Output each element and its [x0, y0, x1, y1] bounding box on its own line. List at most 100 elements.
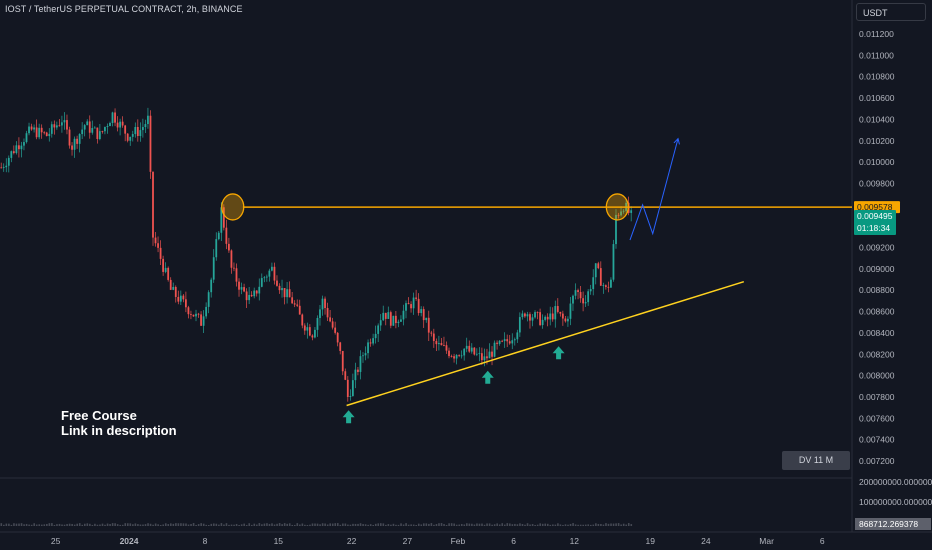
time-tick-label: Mar: [759, 536, 774, 546]
candle-body: [344, 371, 347, 380]
time-axis[interactable]: 25 2024 8 15 22 27 Feb 6 12 19 24 Mar 6: [51, 536, 825, 546]
candle-body: [240, 287, 243, 290]
candle-body: [111, 112, 114, 123]
candle-body: [278, 285, 281, 291]
candle-body: [253, 290, 256, 297]
candle-body: [276, 280, 278, 286]
volume-bar: [600, 523, 602, 526]
volume-bar: [149, 523, 152, 526]
candle-body: [152, 171, 154, 238]
volume-bar: [531, 524, 534, 526]
volume-bar: [89, 523, 91, 526]
volume-bar: [225, 523, 228, 526]
candle-body: [437, 343, 440, 345]
volume-bar: [511, 524, 514, 526]
candle-body: [483, 356, 486, 361]
candle-body: [104, 127, 106, 132]
time-tick-label: Feb: [451, 536, 466, 546]
time-tick-label: 19: [645, 536, 655, 546]
candle-body: [508, 341, 511, 344]
volume-bar: [250, 524, 253, 526]
volume-bar: [286, 523, 288, 526]
volume-bar: [207, 524, 210, 526]
price-tick-label: 0.008000: [859, 371, 895, 381]
candle-body: [478, 353, 481, 355]
candle-body: [298, 305, 301, 315]
candle-body: [324, 298, 326, 308]
candle-body: [572, 295, 574, 304]
volume-bar: [362, 524, 364, 526]
candle-body: [35, 127, 38, 138]
volume-bar: [567, 524, 569, 526]
volume-bar: [33, 523, 35, 526]
volume-last-badge: [855, 518, 931, 530]
volume-bar: [25, 523, 28, 526]
up-arrow-icon: [552, 346, 565, 360]
volume-bar: [28, 524, 30, 526]
volume-bar: [478, 523, 481, 526]
candle-body: [417, 298, 420, 314]
promo-text-line1: Free Course: [61, 408, 137, 423]
candle-body: [129, 136, 132, 141]
candle-body: [157, 243, 159, 248]
candle-body: [303, 325, 306, 331]
candle-body: [192, 314, 195, 317]
candle-body: [430, 332, 433, 334]
candle-body: [589, 289, 592, 292]
candle-body: [630, 210, 633, 213]
volume-bar: [190, 523, 192, 526]
volume-bar: [101, 523, 104, 526]
volume-bar: [116, 524, 119, 526]
candle-body: [210, 279, 213, 293]
price-axis[interactable]: 0.011200 0.011000 0.010800 0.010600 0.010400…: [854, 29, 900, 466]
candle-body: [387, 312, 390, 319]
volume-bar: [402, 524, 405, 526]
candle-body: [481, 353, 483, 361]
volume-bar: [172, 523, 175, 526]
volume-bar: [66, 524, 68, 526]
candle-body: [354, 369, 357, 381]
dv-badge: DV 11 M: [782, 451, 850, 470]
candle-body: [71, 145, 73, 150]
candle-body: [473, 347, 476, 355]
volume-bar: [420, 524, 423, 526]
price-tick-label: 0.007800: [859, 392, 895, 402]
candle-body: [53, 124, 56, 128]
candle-body: [7, 157, 10, 166]
projection-arrowhead: [673, 137, 680, 145]
candle-body: [260, 278, 263, 287]
candle-body: [184, 299, 187, 308]
time-tick-label: 22: [347, 536, 357, 546]
volume-bar: [329, 523, 331, 526]
volume-bar: [245, 524, 248, 526]
candle-body: [86, 121, 89, 126]
volume-bar: [177, 523, 180, 526]
currency-selector[interactable]: USDT: [856, 3, 926, 21]
volume-bar: [387, 524, 390, 526]
volume-bar: [400, 523, 402, 526]
price-tick-label: 0.008800: [859, 285, 895, 295]
candle-body: [379, 320, 382, 326]
candle-body: [2, 167, 5, 168]
candle-body: [400, 319, 402, 322]
candle-body: [126, 133, 129, 141]
candle-body: [63, 120, 66, 123]
time-tick-label: 6: [511, 536, 516, 546]
candle-body: [491, 351, 493, 357]
candle-body: [179, 295, 182, 302]
candle-body: [88, 121, 91, 133]
volume-bar: [13, 523, 15, 526]
volume-bar: [564, 524, 567, 526]
candle-body: [612, 244, 615, 280]
volume-bar: [48, 523, 51, 526]
volume-bar: [491, 524, 493, 526]
candle-body: [531, 317, 534, 321]
candle-body: [301, 314, 304, 326]
candle-body: [539, 312, 541, 326]
volume-bar: [61, 524, 63, 526]
candle-body: [496, 342, 498, 344]
volume-bar: [114, 523, 116, 526]
candle-body: [435, 340, 438, 345]
volume-bar: [301, 523, 304, 526]
